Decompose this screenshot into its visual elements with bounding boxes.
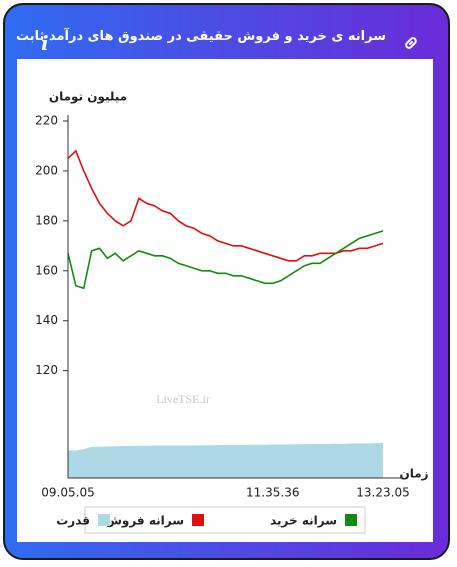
line xyxy=(67,149,384,262)
y-axis-label: میلیون تومان xyxy=(49,90,127,105)
legend-swatch xyxy=(192,514,204,526)
y-tick-label: 220 xyxy=(35,114,58,128)
x-tick-label: 13.23.05 xyxy=(356,486,409,500)
chart: میلیون تومان زمان LiveTSE.ir 120 140 160 18… xyxy=(17,59,433,542)
legend-label: قدرت xyxy=(56,514,90,528)
legend-label: سرانه خرید xyxy=(270,514,337,528)
line xyxy=(67,230,384,290)
legend-label: سرانه فروش xyxy=(105,514,184,529)
watermark: LiveTSE.ir xyxy=(156,392,210,406)
y-tick-label: 140 xyxy=(35,313,58,327)
x-axis-label: زمان xyxy=(399,467,428,481)
y-tick-label: 200 xyxy=(35,163,58,177)
y-tick-label: 160 xyxy=(35,263,58,277)
y-tick-label: 120 xyxy=(35,363,58,377)
area xyxy=(68,443,383,478)
legend xyxy=(84,506,366,534)
y-tick-label: 180 xyxy=(35,213,58,227)
legend-swatch xyxy=(345,514,357,526)
x-tick-label: 11.35.36 xyxy=(246,486,299,500)
x-tick-label: 09.05.05 xyxy=(41,486,94,500)
info-icon[interactable]: i xyxy=(41,31,49,55)
legend-swatch xyxy=(98,514,110,526)
card-title: سرانه ی خرید و فروش حقیقی در صندوق های د… xyxy=(16,29,386,44)
link-icon[interactable] xyxy=(403,35,419,51)
